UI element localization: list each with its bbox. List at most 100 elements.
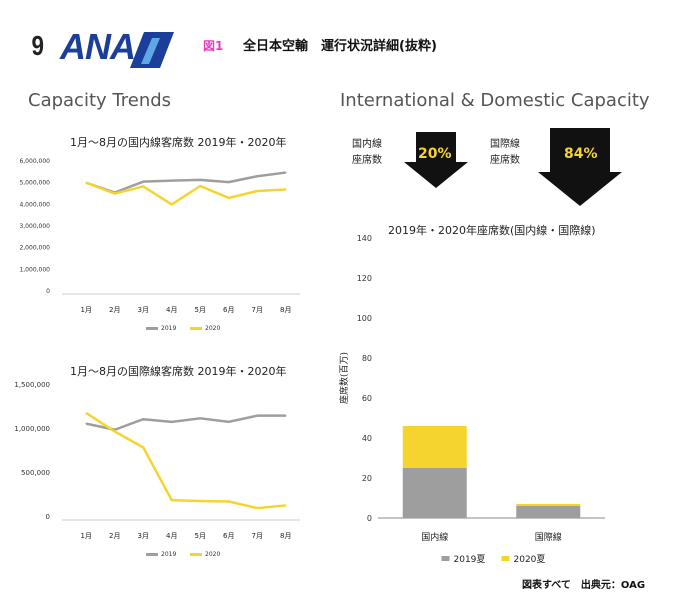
y-tick-label: 5,000,000 (19, 180, 50, 187)
arrow1-label: 国内線 座席数 (352, 137, 382, 169)
y-tick-label: 0 (46, 288, 50, 295)
y-tick-label: 0 (367, 514, 372, 523)
data-point-2020 (113, 430, 116, 433)
data-point-2020 (256, 190, 259, 192)
chart3-title: 2019年・2020年座席数(国内線・国際線) (388, 224, 596, 237)
arrow1-percent: 20% (418, 146, 452, 162)
bar-2020夏-国際線 (516, 504, 581, 506)
data-point-2019 (142, 418, 145, 420)
data-point-2019 (284, 414, 287, 417)
y-tick-label: 120 (357, 274, 372, 283)
legend-swatch-2019 (146, 553, 158, 556)
arrow2-label-line2: 座席数 (490, 155, 520, 166)
data-point-2019 (170, 421, 173, 423)
data-point-2020 (85, 412, 88, 414)
data-point-2020 (113, 192, 116, 195)
section-title-capacity-trends: Capacity Trends (28, 90, 172, 111)
x-tick-label: 1月 (81, 306, 92, 314)
domestic-line-chart: 0 1,000,000 2,000,000 3,000,000 4,000,000 5,0… (19, 158, 300, 332)
legend-label-2020: 2020 (205, 325, 220, 332)
y-axis-label: 座席数(百万) (338, 352, 350, 404)
down-arrow-domestic-icon (404, 132, 468, 188)
y-tick-label: 2,000,000 (19, 245, 50, 252)
data-point-2019 (256, 175, 259, 178)
x-tick-label: 1月 (81, 532, 92, 540)
data-point-2019 (284, 171, 287, 174)
y-tick-label: 4,000,000 (19, 201, 50, 208)
x-tick-label: 国際線 (535, 531, 562, 543)
international-line-chart: 0 500,000 1,000,000 1,500,000 1月 2月 3月 4月 5月 6月 7月… (14, 381, 300, 558)
x-tick-label: 6月 (223, 306, 234, 314)
x-tick-label: 3月 (138, 306, 149, 314)
y-tick-label: 40 (362, 434, 372, 443)
y-tick-label: 1,500,000 (14, 381, 50, 389)
page-number: 9 (31, 30, 45, 61)
data-point-2019 (227, 421, 230, 423)
x-tick-label: 7月 (252, 532, 263, 540)
data-point-2020 (284, 188, 287, 191)
y-tick-label: 140 (357, 234, 372, 243)
series-line-2019 (85, 171, 286, 194)
y-tick-label: 3,000,000 (19, 223, 50, 230)
data-point-2020 (142, 446, 145, 449)
y-tick-label: 80 (362, 354, 372, 363)
series-line-2019 (85, 414, 286, 432)
data-point-2020 (85, 181, 88, 184)
legend-swatch-2020 (190, 327, 202, 330)
bar-2019夏-国際線 (516, 506, 581, 518)
ana-logo: ANA (60, 26, 136, 67)
y-tick-label: 60 (362, 394, 372, 403)
section-title-intl-domestic: International & Domestic Capacity (340, 90, 650, 111)
x-tick-label: 5月 (195, 532, 206, 540)
x-tick-label: 4月 (166, 306, 177, 314)
data-point-2020 (199, 500, 202, 502)
data-point-2019 (85, 422, 88, 425)
legend-label-2019: 2019 (161, 551, 176, 558)
data-point-2020 (284, 504, 287, 507)
series-line-2020 (85, 411, 286, 510)
legend-label-2019夏: 2019夏 (454, 554, 486, 565)
legend-label-2020: 2020 (205, 551, 220, 558)
legend-label-2019: 2019 (161, 325, 176, 332)
x-tick-label: 5月 (195, 306, 206, 314)
x-tick-label: 8月 (280, 306, 291, 314)
arrow2-label-line1: 国際線 (490, 139, 520, 150)
x-tick-label: 国内線 (421, 531, 448, 543)
legend-swatch-2020 (190, 553, 202, 556)
x-tick-label: 3月 (138, 532, 149, 540)
bar-2019夏-国内線 (402, 468, 467, 518)
source-note: 図表すべて 出典元：OAG (522, 580, 646, 591)
ana-logo-stripes-icon (130, 32, 174, 68)
data-point-2020 (142, 185, 145, 188)
y-tick-label: 500,000 (21, 469, 50, 477)
y-tick-label: 6,000,000 (19, 158, 50, 165)
figure-label: 図1 (203, 39, 224, 53)
data-point-2019 (256, 414, 259, 417)
x-tick-label: 2月 (109, 306, 120, 314)
legend-swatch-2020夏 (501, 556, 510, 561)
data-point-2019 (227, 181, 230, 183)
x-tick-label: 8月 (280, 532, 291, 540)
y-tick-label: 1,000,000 (19, 266, 50, 273)
down-arrow-international-icon (538, 128, 622, 206)
series-line-2020 (85, 181, 286, 206)
x-tick-label: 7月 (252, 306, 263, 314)
stacked-bar-chart: 0 20 40 60 80 100 120 140 座席数(百万) 国内線 国際線 2019夏 2020… (338, 234, 605, 565)
data-point-2020 (170, 203, 173, 206)
data-point-2019 (142, 180, 145, 183)
data-point-2020 (227, 197, 230, 199)
figure-title: 全日本空輸 運行状況詳細(抜粋) (243, 39, 437, 54)
data-point-2019 (199, 417, 202, 420)
x-tick-label: 4月 (166, 532, 177, 540)
arrow2-percent: 84% (564, 146, 598, 162)
data-point-2019 (199, 179, 202, 181)
arrow1-label-line2: 座席数 (352, 155, 382, 166)
data-point-2020 (199, 185, 202, 187)
data-point-2020 (227, 500, 230, 503)
chart1-title: 1月～8月の国内線客席数 2019年・2020年 (70, 136, 287, 149)
data-point-2019 (170, 179, 173, 182)
data-point-2020 (256, 507, 259, 509)
y-tick-label: 1,000,000 (14, 425, 50, 433)
legend-label-2020夏: 2020夏 (514, 554, 546, 565)
arrow2-label: 国際線 座席数 (490, 137, 520, 169)
